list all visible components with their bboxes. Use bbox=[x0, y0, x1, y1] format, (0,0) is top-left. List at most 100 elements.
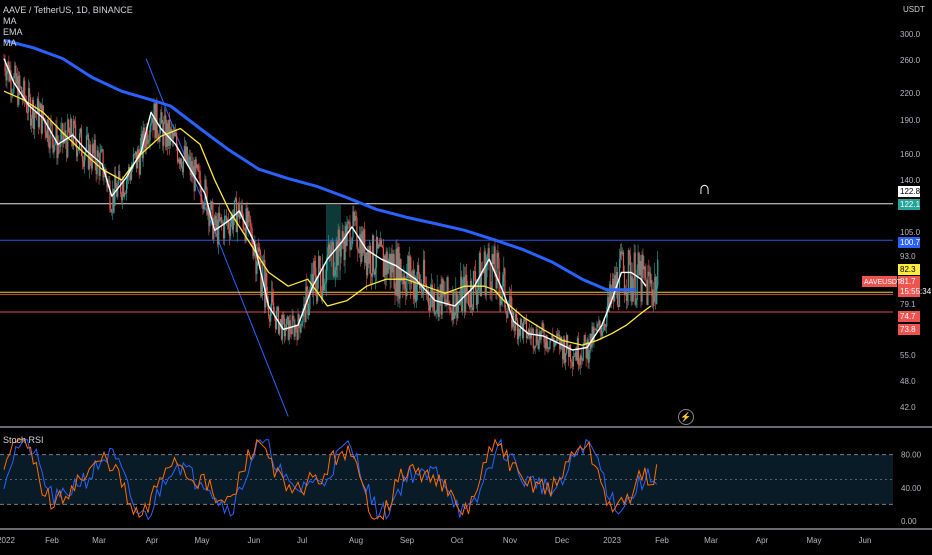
candle-body bbox=[440, 284, 442, 315]
candle-body bbox=[108, 180, 110, 182]
candle-body bbox=[551, 334, 553, 340]
candle-body bbox=[502, 274, 504, 297]
candle-body bbox=[102, 149, 104, 178]
candle-body bbox=[645, 277, 647, 280]
candle-body bbox=[77, 150, 79, 157]
candle-body bbox=[227, 219, 230, 229]
indicator-ema-label[interactable]: EMA bbox=[3, 27, 23, 37]
candle-body bbox=[446, 277, 448, 306]
candle-body bbox=[633, 252, 635, 281]
candle-body bbox=[14, 65, 16, 76]
candle-body bbox=[366, 252, 368, 276]
candle-body bbox=[140, 133, 142, 146]
candle-body bbox=[127, 167, 130, 177]
y-tick-label: 105.0 bbox=[900, 228, 921, 237]
candle-body bbox=[93, 139, 95, 154]
candle-body bbox=[462, 287, 464, 312]
candle-body bbox=[124, 193, 126, 197]
candle-body bbox=[351, 237, 353, 248]
candle-body bbox=[234, 198, 236, 201]
magnet-icon[interactable]: ∩ bbox=[698, 178, 711, 198]
candle-body bbox=[114, 174, 116, 207]
candle-body bbox=[391, 253, 393, 273]
candle-body bbox=[342, 231, 344, 241]
candle-body bbox=[54, 141, 56, 145]
candle-body bbox=[443, 292, 445, 296]
candle-body bbox=[33, 112, 36, 130]
candle-body bbox=[460, 276, 462, 303]
candle-body bbox=[240, 205, 242, 214]
candle-body bbox=[407, 256, 409, 273]
candle-body bbox=[79, 128, 82, 134]
candle-body bbox=[320, 268, 322, 292]
indicator-ma2-label[interactable]: MA bbox=[3, 38, 17, 48]
candle-body bbox=[137, 149, 139, 157]
candle-body bbox=[226, 219, 229, 223]
candle-body bbox=[315, 267, 317, 289]
candle-body bbox=[534, 345, 536, 349]
candle-body bbox=[500, 298, 502, 306]
candle-body bbox=[192, 166, 194, 177]
candle-body bbox=[92, 144, 94, 154]
x-tick-label: Oct bbox=[451, 536, 464, 545]
candle-body bbox=[85, 135, 88, 150]
candle-body bbox=[262, 262, 264, 287]
candle-body bbox=[32, 99, 35, 130]
candle-body bbox=[167, 123, 169, 146]
candle-body bbox=[228, 228, 231, 236]
lightning-icon[interactable]: ⚡ bbox=[678, 409, 694, 425]
candle-body bbox=[284, 330, 286, 337]
candle-body bbox=[498, 258, 500, 285]
candle-body bbox=[570, 361, 573, 363]
candle-body bbox=[622, 252, 625, 272]
candle-body bbox=[296, 329, 298, 340]
candle-body bbox=[36, 98, 39, 114]
symbol-title[interactable]: AAVE / TetherUS, 1D, BINANCE bbox=[3, 5, 133, 15]
candle-body bbox=[520, 319, 523, 324]
candle-body bbox=[643, 266, 645, 270]
x-tick-label: Feb bbox=[655, 536, 669, 545]
candle-body bbox=[624, 292, 627, 295]
candle-body bbox=[132, 154, 135, 167]
candle-body bbox=[527, 329, 529, 337]
candle-body bbox=[103, 176, 105, 178]
currency-unit[interactable]: USDT bbox=[903, 5, 925, 14]
candle-body bbox=[614, 275, 616, 302]
candle-body bbox=[243, 228, 245, 230]
candle-body bbox=[95, 164, 97, 175]
candle-body bbox=[646, 279, 648, 305]
indicator-ma-label[interactable]: MA bbox=[3, 16, 17, 26]
candle-body bbox=[116, 188, 118, 197]
candle-body bbox=[491, 254, 493, 293]
candle-body bbox=[191, 161, 193, 177]
candle-body bbox=[414, 277, 416, 300]
candle-body bbox=[529, 333, 531, 339]
candle-body bbox=[604, 323, 606, 327]
candle-body bbox=[348, 221, 350, 223]
candle-body bbox=[403, 276, 405, 285]
candle-body bbox=[431, 284, 433, 308]
candle-body bbox=[470, 280, 473, 308]
candle-body bbox=[180, 158, 183, 168]
candle-body bbox=[445, 304, 447, 306]
candle-body bbox=[144, 142, 146, 149]
candle-body bbox=[5, 71, 7, 81]
candle-body bbox=[497, 253, 499, 259]
candle-body bbox=[618, 259, 621, 308]
candle-body bbox=[392, 253, 394, 273]
candle-body bbox=[271, 292, 273, 310]
x-tick-label: May bbox=[806, 536, 821, 545]
candle-body bbox=[173, 132, 175, 139]
candle-body bbox=[129, 173, 132, 180]
candle-body bbox=[312, 274, 314, 294]
candle-body bbox=[220, 217, 222, 221]
candle-body bbox=[343, 240, 345, 260]
stoch-rsi-title[interactable]: Stoch RSI bbox=[3, 435, 44, 445]
candle-body bbox=[298, 314, 300, 325]
candle-body bbox=[436, 289, 438, 311]
candle-body bbox=[435, 310, 437, 313]
candle-body bbox=[269, 316, 271, 322]
candle-body bbox=[193, 166, 195, 192]
